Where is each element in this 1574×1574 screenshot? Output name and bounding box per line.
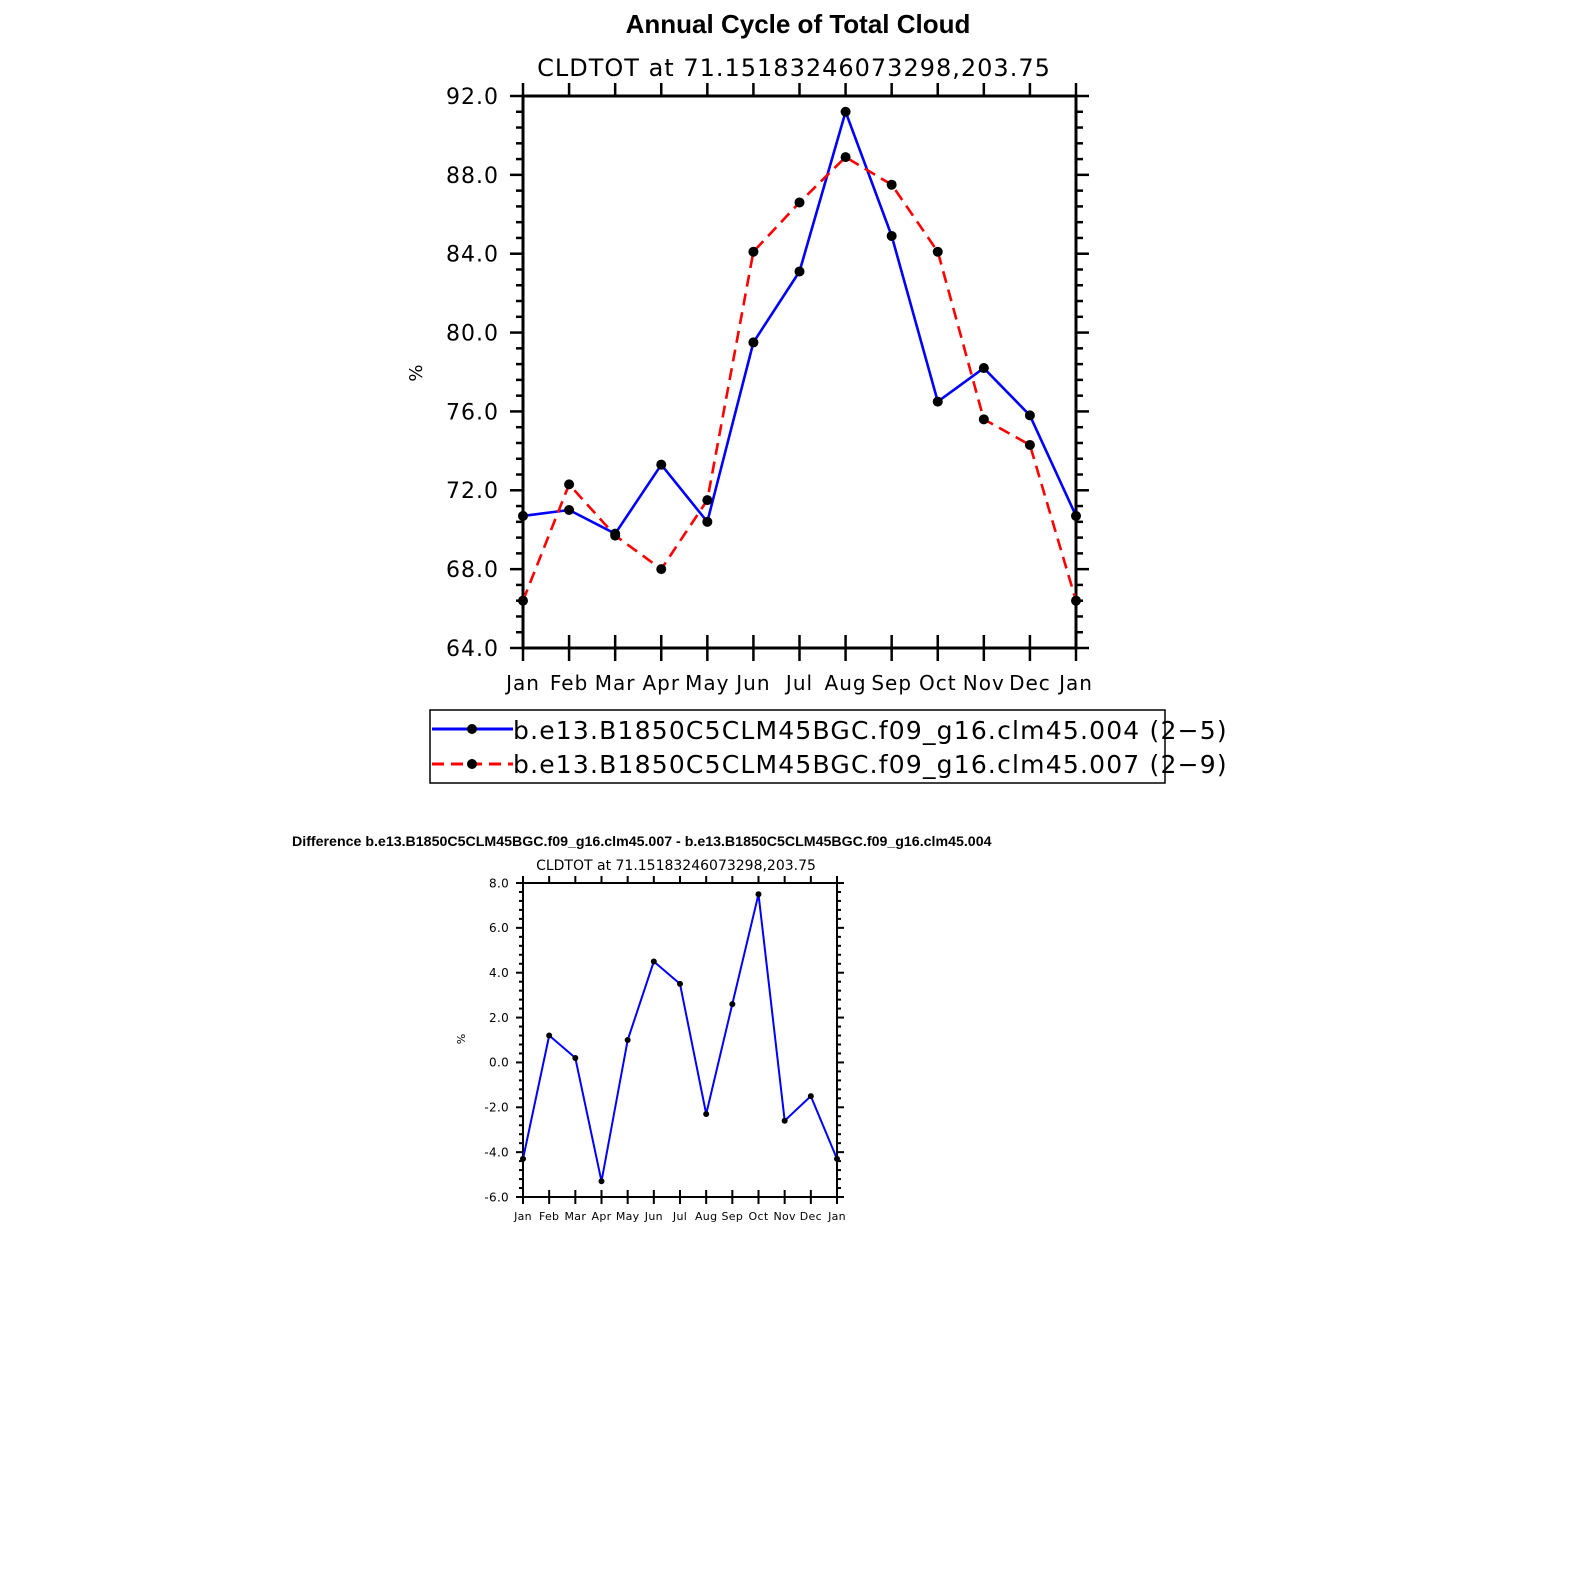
y-tick-label: 0.0 xyxy=(489,1056,509,1070)
x-tick-label: Feb xyxy=(550,671,588,695)
x-tick-label: Oct xyxy=(749,1210,769,1223)
data-point-series-1 xyxy=(781,1117,788,1124)
main-chart-legend: b.e13.B1850C5CLM45BGC.f09_g16.clm45.004 … xyxy=(429,709,1228,784)
data-point-series-1 xyxy=(624,1037,631,1043)
data-point-series-2 xyxy=(656,564,667,575)
data-point-series-1 xyxy=(807,1093,814,1100)
series-line-1 xyxy=(522,893,838,1183)
x-tick-label: Nov xyxy=(963,671,1005,695)
data-point-series-1 xyxy=(703,1111,710,1118)
x-tick-label: Feb xyxy=(539,1210,559,1223)
data-point-series-1 xyxy=(702,516,713,527)
x-tick-label: Aug xyxy=(695,1210,717,1223)
y-tick-label: 64.0 xyxy=(446,637,499,662)
x-tick-label: Jan xyxy=(827,1210,846,1223)
y-tick-label: -6.0 xyxy=(484,1190,509,1204)
data-point-series-2 xyxy=(1024,439,1035,450)
plot-frame xyxy=(521,94,1078,650)
data-point-series-2 xyxy=(702,495,713,506)
series-line-1 xyxy=(522,110,1078,536)
diff-chart-title: Difference b.e13.B1850C5CLM45BGC.f09_g16… xyxy=(292,834,992,850)
y-tick-label: 2.0 xyxy=(489,1011,509,1025)
x-tick-label: Jun xyxy=(734,671,770,695)
data-point-series-2 xyxy=(794,197,805,208)
legend-marker-series-2 xyxy=(467,759,477,769)
x-tick-label: Apr xyxy=(642,671,680,695)
x-tick-label: Nov xyxy=(773,1210,796,1223)
data-point-series-1 xyxy=(978,363,989,374)
x-tick-label: Jan xyxy=(504,671,540,695)
data-point-series-1 xyxy=(656,459,667,470)
data-point-series-1 xyxy=(755,891,762,898)
x-tick-label: Jan xyxy=(513,1210,532,1223)
data-point-series-2 xyxy=(932,246,943,257)
y-tick-label: 6.0 xyxy=(489,921,509,935)
data-point-series-2 xyxy=(610,530,621,541)
y-tick-label: 92.0 xyxy=(446,85,499,110)
y-tick-label: 76.0 xyxy=(446,400,499,425)
data-point-series-1 xyxy=(520,1155,526,1162)
y-tick-label: 4.0 xyxy=(489,966,509,980)
diff-chart-ylabel: % xyxy=(455,1034,468,1044)
data-point-series-2 xyxy=(518,595,528,606)
x-tick-label: Apr xyxy=(592,1210,612,1223)
data-point-series-1 xyxy=(677,980,683,987)
x-tick-label: Dec xyxy=(800,1210,822,1223)
legend-marker-series-1 xyxy=(467,724,477,734)
legend-label-series-2: b.e13.B1850C5CLM45BGC.f09_g16.clm45.007 … xyxy=(513,750,1228,779)
main-chart-plot: 64.0 68.0 72.0 76.0 80.0 84.0 88.0 92.0 Jan Feb Ma… xyxy=(446,83,1093,695)
data-point-series-1 xyxy=(748,337,759,348)
y-tick-label: -2.0 xyxy=(484,1101,509,1115)
data-point-series-2 xyxy=(840,152,851,163)
y-tick-label: 8.0 xyxy=(489,876,509,890)
y-tick-label: 68.0 xyxy=(446,558,499,583)
y-tick-label: -4.0 xyxy=(484,1145,509,1159)
diff-chart-plot: -6.0 -4.0 -2.0 0.0 2.0 4.0 6.0 8.0 Jan Feb Mar Apr M… xyxy=(484,876,846,1223)
data-point-series-1 xyxy=(650,958,657,965)
x-tick-label: Oct xyxy=(919,671,957,695)
x-tick-label: Mar xyxy=(565,1210,587,1223)
x-tick-label: Sep xyxy=(871,671,912,695)
legend-box xyxy=(429,709,1166,784)
data-point-series-2 xyxy=(978,414,989,425)
y-tick-label: 72.0 xyxy=(446,479,499,504)
data-point-series-2 xyxy=(1071,595,1081,606)
x-tick-label: Sep xyxy=(722,1210,744,1223)
data-point-series-1 xyxy=(1024,410,1035,421)
main-chart-title: Annual Cycle of Total Cloud xyxy=(626,9,971,39)
main-chart-ylabel: % xyxy=(406,364,427,381)
diff-chart-subtitle: CLDTOT at 71.15183246073298,203.75 xyxy=(536,858,816,874)
x-tick-label: Jun xyxy=(644,1210,663,1223)
data-point-series-2 xyxy=(564,479,575,490)
data-point-series-1 xyxy=(886,230,897,241)
y-tick-label: 88.0 xyxy=(446,164,499,189)
data-point-series-1 xyxy=(564,505,575,515)
data-point-series-1 xyxy=(932,396,943,407)
x-tick-label: Aug xyxy=(825,671,867,695)
x-tick-label: Jan xyxy=(1057,671,1093,695)
main-chart-subtitle: CLDTOT at 71.15183246073298,203.75 xyxy=(537,54,1051,82)
data-point-series-1 xyxy=(572,1054,579,1061)
data-point-series-1 xyxy=(794,266,805,277)
x-tick-label: Jul xyxy=(672,1210,687,1223)
x-tick-label: Jul xyxy=(784,671,813,695)
x-tick-label: Dec xyxy=(1009,671,1051,695)
data-point-series-1 xyxy=(840,106,851,117)
x-tick-label: May xyxy=(685,671,729,695)
data-point-series-1 xyxy=(729,1001,736,1008)
y-tick-label: 84.0 xyxy=(446,243,499,268)
plot-frame xyxy=(522,882,838,1198)
legend-label-series-1: b.e13.B1850C5CLM45BGC.f09_g16.clm45.004 … xyxy=(513,716,1228,745)
data-point-series-1 xyxy=(518,510,528,521)
x-tick-label: May xyxy=(616,1210,640,1223)
x-tick-label: Mar xyxy=(595,671,636,695)
data-point-series-1 xyxy=(598,1178,605,1185)
data-point-series-1 xyxy=(834,1155,840,1162)
data-point-series-1 xyxy=(1071,510,1081,521)
data-point-series-2 xyxy=(748,246,759,257)
y-tick-label: 80.0 xyxy=(446,321,499,346)
data-point-series-2 xyxy=(886,179,897,190)
data-point-series-1 xyxy=(546,1032,553,1039)
